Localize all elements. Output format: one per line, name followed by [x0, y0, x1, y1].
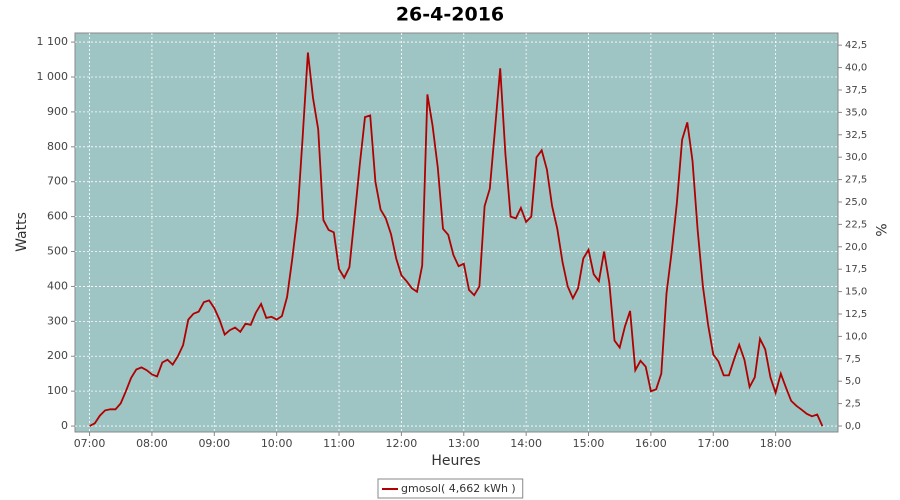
- y-tick-label: 500: [47, 245, 68, 258]
- y2-tick-label: 42,5: [845, 40, 867, 51]
- y-axis-label: Watts: [14, 212, 30, 252]
- y2-tick-label: 5,0: [845, 376, 861, 387]
- legend-box: [377, 478, 524, 499]
- y-tick-label: 200: [47, 349, 68, 362]
- y2-tick-label: 37,5: [845, 85, 867, 96]
- y-tick-label: 600: [47, 210, 68, 223]
- x-tick-label: 17:00: [697, 437, 729, 450]
- x-tick-label: 15:00: [573, 437, 605, 450]
- chart-title: 26-4-2016: [396, 4, 504, 26]
- y-tick-label: 800: [47, 140, 68, 153]
- x-tick-label: 18:00: [760, 437, 792, 450]
- y2-tick-label: 10,0: [845, 331, 867, 342]
- x-tick-label: 11:00: [323, 437, 355, 450]
- series-line: [89, 52, 824, 427]
- y-tick-label: 700: [47, 175, 68, 188]
- y2-tick-label: 27,5: [845, 175, 867, 186]
- y-tick-label: 0: [61, 419, 68, 432]
- y2-tick-label: 20,0: [845, 242, 867, 253]
- y2-tick-label: 2,5: [845, 399, 861, 410]
- y-tick-label: 100: [47, 384, 68, 397]
- x-tick-label: 13:00: [448, 437, 480, 450]
- x-tick-label: 10:00: [261, 437, 293, 450]
- y2-tick-label: 12,5: [845, 309, 867, 320]
- y-tick-label: 400: [47, 279, 68, 292]
- x-tick-label: 14:00: [510, 437, 542, 450]
- plot-area: [74, 32, 839, 433]
- x-tick-label: 07:00: [74, 437, 106, 450]
- x-tick-label: 12:00: [386, 437, 418, 450]
- x-tick-label: 16:00: [635, 437, 667, 450]
- x-axis-label: Heures: [431, 453, 480, 469]
- y2-tick-label: 15,0: [845, 287, 867, 298]
- y2-tick-label: 25,0: [845, 197, 867, 208]
- y2-tick-label: 35,0: [845, 107, 867, 118]
- y-tick-label: 300: [47, 314, 68, 327]
- y2-tick-label: 22,5: [845, 219, 867, 230]
- y2-tick-label: 30,0: [845, 152, 867, 163]
- x-tick-label: 08:00: [136, 437, 168, 450]
- legend-label: gmosol( 4,662 kWh ): [401, 482, 516, 495]
- y-tick-label: 1 100: [37, 35, 69, 48]
- x-tick-label: 09:00: [198, 437, 230, 450]
- y2-tick-label: 32,5: [845, 130, 867, 141]
- y2-axis-label: %: [872, 223, 888, 236]
- y2-tick-label: 7,5: [845, 354, 861, 365]
- y-tick-label: 1 000: [37, 70, 69, 83]
- y2-tick-label: 0,0: [845, 421, 861, 432]
- y2-tick-label: 17,5: [845, 264, 867, 275]
- y-tick-label: 900: [47, 105, 68, 118]
- y2-tick-label: 40,0: [845, 63, 867, 74]
